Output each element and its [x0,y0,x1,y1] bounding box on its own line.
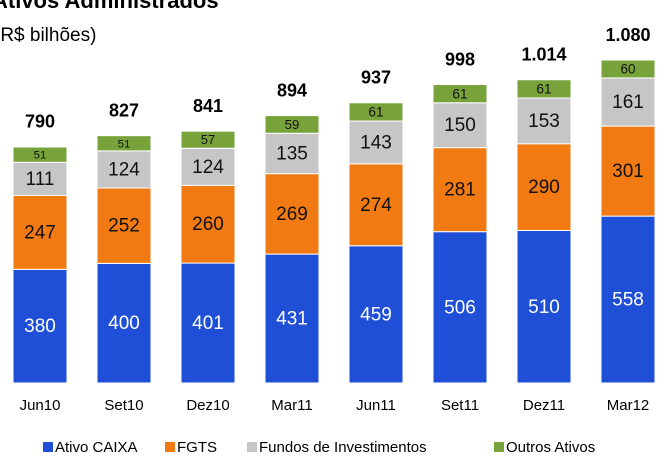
data-label: 400 [108,313,140,334]
data-label: 401 [192,313,224,334]
legend-label: FGTS [177,439,217,456]
bar-segment [600,59,656,79]
x-tick-label: Jun11 [356,397,396,414]
bar-segment [516,143,572,231]
bar-segment [600,215,656,384]
data-label: 150 [444,115,476,136]
bar-segment [348,245,404,384]
legend-swatch [247,442,257,452]
x-tick-label: Dez11 [523,397,565,414]
chart-title: Ativos Administrados [0,0,219,13]
total-label: 827 [109,100,139,120]
data-label: 558 [612,290,644,311]
legend-label: Outros Ativos [506,439,595,456]
chart-subtitle: (R$ bilhões) [0,25,96,46]
data-label: 269 [276,204,308,225]
total-label: 894 [277,80,307,100]
data-label: 111 [26,169,55,190]
x-tick-label: Jun10 [20,397,61,414]
bar-segment [516,97,572,145]
bar-segment [348,120,404,165]
bar-segment [12,146,68,163]
data-label: 290 [528,177,560,198]
data-label: 61 [452,86,467,101]
data-label: 59 [285,117,300,132]
total-label: 937 [361,68,391,88]
data-label: 301 [612,161,644,182]
data-label: 153 [528,111,560,132]
legend-swatch [165,442,175,452]
data-label: 51 [118,138,131,150]
bar-segment [180,184,236,264]
data-label: 124 [108,159,140,180]
data-label: 135 [276,143,308,164]
data-label: 380 [24,316,56,337]
bar-segment [264,253,320,384]
bar-segment [180,262,236,384]
data-label: 51 [34,150,47,162]
data-label: 161 [612,92,644,113]
data-label: 260 [192,214,224,235]
legend-label: Fundos de Investimentos [259,439,427,456]
data-label: 61 [368,104,383,119]
x-tick-label: Mar12 [607,397,650,414]
total-label: 1.014 [521,44,566,64]
bar-segment [12,268,68,384]
data-label: 61 [536,81,551,96]
data-label: 274 [360,195,392,216]
bar-segment [348,102,404,122]
legend-swatch [43,442,53,452]
data-label: 510 [528,297,560,318]
bar-segment [600,77,656,127]
data-label: 60 [621,62,636,77]
bar-segment [96,187,152,264]
total-label: 841 [193,96,223,116]
legend-label: Ativo CAIXA [55,439,138,456]
bar-segment [432,84,488,104]
x-tick-label: Set10 [104,397,143,414]
bar-segment [96,262,152,384]
bar-segment [96,135,152,152]
total-label: 998 [445,49,475,69]
bar-segment [516,79,572,99]
data-label: 247 [24,222,56,243]
data-label: 57 [201,132,215,147]
total-label: 1.080 [605,25,650,45]
total-label: 790 [25,111,55,131]
data-label: 431 [276,309,308,330]
bar-segment [180,130,236,149]
bar-segment [432,102,488,149]
bar-segment [432,147,488,233]
bar-segment [600,125,656,217]
bar-segment [348,163,404,247]
data-label: 506 [444,297,476,318]
bar-segment [264,132,320,175]
x-tick-label: Set11 [441,397,479,414]
data-label: 281 [444,180,476,201]
data-label: 252 [108,216,140,237]
data-label: 459 [360,304,392,325]
legend-swatch [494,442,504,452]
data-label: 143 [360,132,392,153]
bar-segment [12,194,68,270]
x-tick-label: Mar11 [271,397,312,414]
bar-segment [96,150,152,189]
bar-segment [516,229,572,384]
bar-segment [432,231,488,384]
data-label: 124 [192,157,224,178]
bar-segment [264,115,320,134]
x-tick-label: Dez10 [186,397,229,414]
